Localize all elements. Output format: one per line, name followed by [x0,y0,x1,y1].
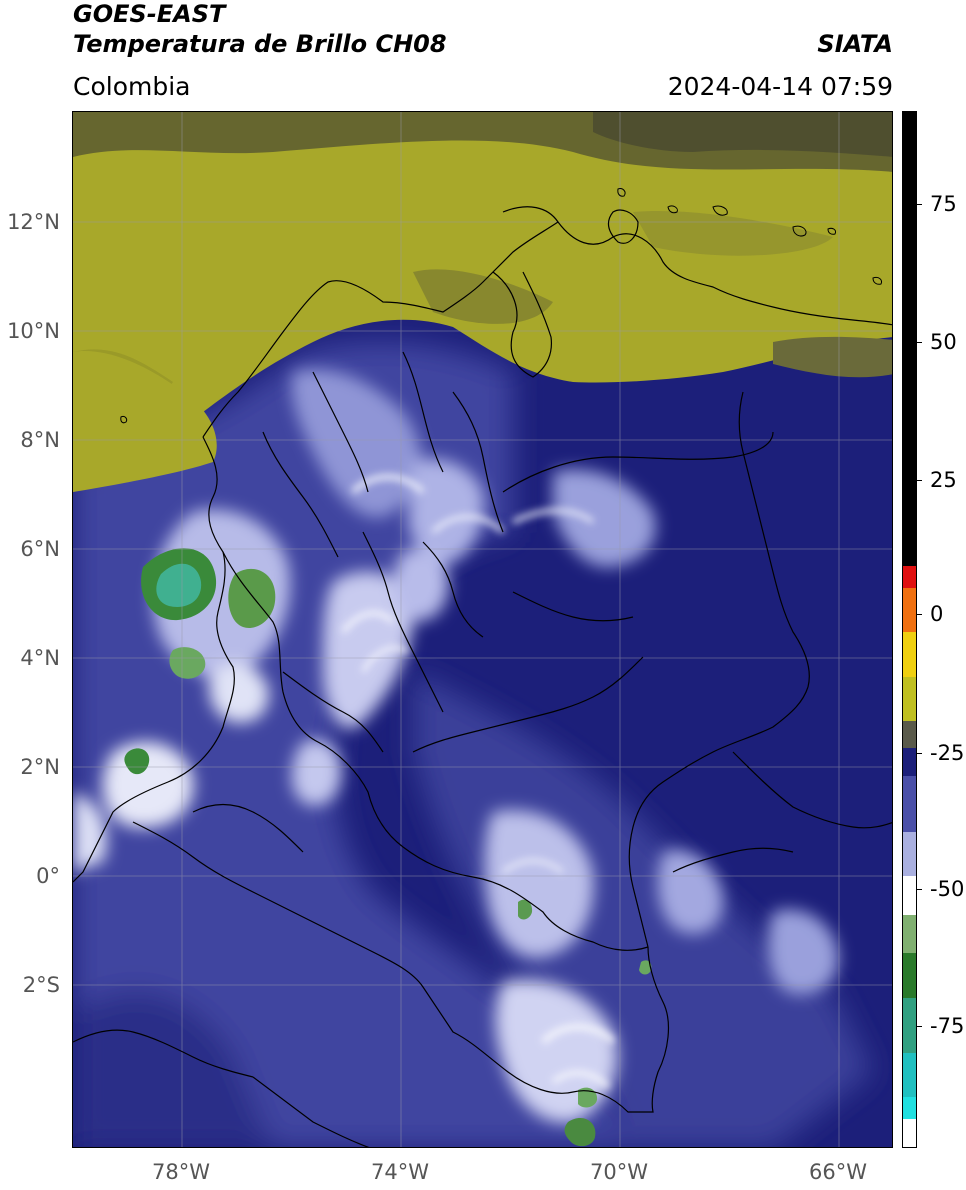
colorbar-segment [903,748,916,777]
satellite-map[interactable] [72,111,893,1148]
colorbar-segment [903,587,916,633]
country-borders [73,206,892,1147]
lon-label-78w: 78°W [152,1160,210,1184]
product-title: Temperatura de Brillo CH08 [73,30,447,58]
colorbar-segment [903,776,916,832]
map-canvas [73,112,892,1147]
colorbar-segment [903,875,916,915]
lat-label-8n: 8°N [20,428,60,452]
colorbar-label-50: 50 [930,330,957,354]
colorbar-segment [903,831,916,876]
lat-label-4n: 4°N [20,646,60,670]
colorbar-label-25: 25 [930,468,957,492]
lat-label-10n: 10°N [7,319,60,343]
colorbar-segment [903,1097,916,1120]
lat-label-12n: 12°N [7,210,60,234]
colorbar-segment [903,112,916,566]
colorbar-segment [903,720,916,749]
colorbar-label-75: 75 [930,192,957,216]
colorbar-segment [903,676,916,721]
colorbar-segment [903,997,916,1053]
lat-label-6n: 6°N [20,537,60,561]
lat-label-2s: 2°S [22,973,60,997]
convective-cores-layer [124,548,652,1147]
colorbar-label-minus75: -75 [930,1014,965,1038]
colorbar-tick-minus75 [917,1026,922,1027]
colorbar-segment [903,632,916,677]
lat-label-2n: 2°N [20,755,60,779]
colorbar-tick-75 [917,204,922,205]
colorbar-segment [903,565,916,588]
organization-label: SIATA [817,30,893,58]
region-label: Colombia [73,72,191,101]
colorbar-tick-25 [917,480,922,481]
cloud-streaks-layer [340,474,616,1090]
colorbar-tick-50 [917,342,922,343]
colorbar-segment [903,1119,916,1147]
colorbar-label-minus25: -25 [930,741,965,765]
colorbar-label-minus50: -50 [930,877,965,901]
cloud-tops-layer [73,369,839,1123]
west-dry-layer [73,351,217,492]
colorbar-segment [903,1052,916,1098]
colorbar-segment [903,914,916,954]
colorbar-label-0: 0 [930,602,944,626]
satellite-title: GOES-EAST [73,0,226,28]
colorbar-tick-minus50 [917,889,922,890]
datetime-label: 2024-04-14 07:59 [667,72,893,101]
lon-label-66w: 66°W [809,1160,867,1184]
colorbar-segment [903,953,916,998]
lon-label-74w: 74°W [371,1160,429,1184]
colorbar-tick-minus25 [917,753,922,754]
lat-label-0: 0° [36,864,60,888]
colorbar-tick-0 [917,614,922,615]
caribbean-islands [120,188,882,424]
graticule [73,112,892,1147]
colorbar [902,111,917,1148]
lon-label-70w: 70°W [590,1160,648,1184]
